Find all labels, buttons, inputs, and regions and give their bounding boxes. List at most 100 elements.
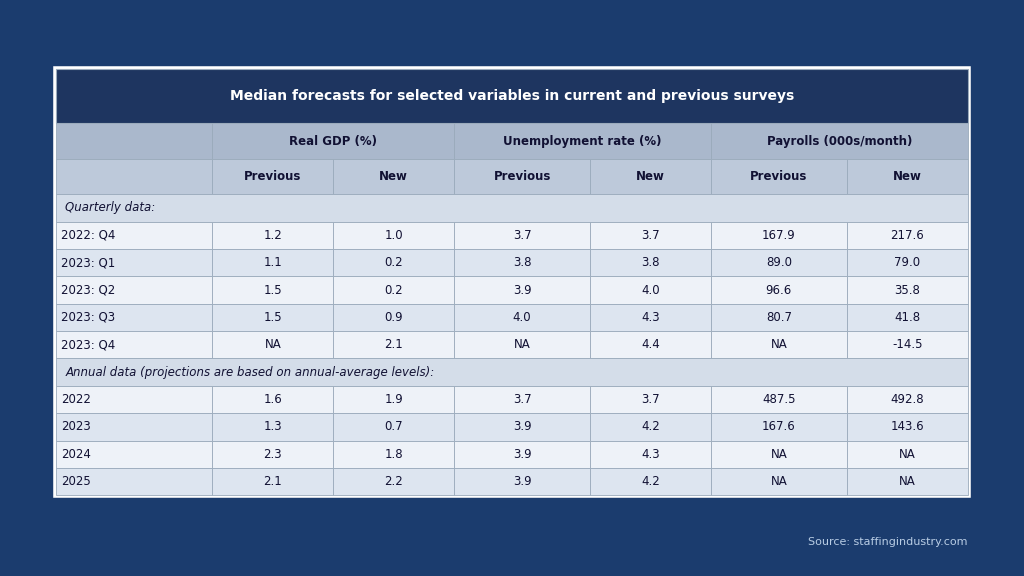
Bar bbox=[56, 69, 968, 123]
Text: Real GDP (%): Real GDP (%) bbox=[289, 135, 377, 147]
Bar bbox=[711, 413, 847, 441]
Text: 2.1: 2.1 bbox=[384, 338, 403, 351]
Bar bbox=[333, 413, 454, 441]
Text: 3.9: 3.9 bbox=[513, 420, 531, 433]
Text: 167.9: 167.9 bbox=[762, 229, 796, 242]
Bar bbox=[333, 159, 454, 194]
Bar bbox=[56, 358, 968, 386]
Text: NA: NA bbox=[770, 475, 787, 488]
Bar bbox=[454, 222, 590, 249]
Text: 2023: Q2: 2023: Q2 bbox=[61, 283, 116, 297]
Text: 2025: 2025 bbox=[61, 475, 91, 488]
Text: 492.8: 492.8 bbox=[891, 393, 924, 406]
Bar bbox=[212, 276, 333, 304]
Text: 1.8: 1.8 bbox=[384, 448, 403, 461]
Text: 3.7: 3.7 bbox=[641, 393, 659, 406]
Text: 1.6: 1.6 bbox=[263, 393, 283, 406]
Bar bbox=[212, 413, 333, 441]
Bar bbox=[333, 249, 454, 276]
Text: 217.6: 217.6 bbox=[891, 229, 924, 242]
Bar bbox=[333, 222, 454, 249]
Text: 2024: 2024 bbox=[61, 448, 91, 461]
Bar bbox=[56, 331, 212, 358]
Bar bbox=[333, 386, 454, 413]
Bar bbox=[847, 304, 968, 331]
Bar bbox=[454, 386, 590, 413]
Text: 3.8: 3.8 bbox=[513, 256, 531, 269]
Bar bbox=[590, 468, 711, 495]
Text: 1.0: 1.0 bbox=[384, 229, 403, 242]
Text: 143.6: 143.6 bbox=[891, 420, 924, 433]
Bar bbox=[711, 386, 847, 413]
Bar bbox=[711, 441, 847, 468]
Bar bbox=[847, 386, 968, 413]
Text: 3.7: 3.7 bbox=[513, 229, 531, 242]
Text: 4.2: 4.2 bbox=[641, 475, 659, 488]
Bar bbox=[454, 304, 590, 331]
Bar bbox=[711, 304, 847, 331]
Bar bbox=[590, 331, 711, 358]
Bar bbox=[56, 123, 212, 159]
Bar bbox=[56, 194, 968, 222]
Bar bbox=[56, 276, 212, 304]
Bar bbox=[333, 276, 454, 304]
Text: Previous: Previous bbox=[751, 170, 808, 183]
Bar bbox=[454, 276, 590, 304]
Text: Unemployment rate (%): Unemployment rate (%) bbox=[503, 135, 662, 147]
Text: NA: NA bbox=[899, 448, 915, 461]
Text: 4.2: 4.2 bbox=[641, 420, 659, 433]
Text: 96.6: 96.6 bbox=[766, 283, 792, 297]
Text: NA: NA bbox=[770, 338, 787, 351]
Bar bbox=[212, 249, 333, 276]
Text: New: New bbox=[893, 170, 922, 183]
Text: 4.0: 4.0 bbox=[641, 283, 659, 297]
Text: 4.0: 4.0 bbox=[513, 311, 531, 324]
Text: NA: NA bbox=[770, 448, 787, 461]
Bar bbox=[333, 441, 454, 468]
Bar bbox=[590, 159, 711, 194]
Bar bbox=[847, 331, 968, 358]
Text: NA: NA bbox=[514, 338, 530, 351]
Bar bbox=[847, 441, 968, 468]
Bar bbox=[454, 331, 590, 358]
Text: Previous: Previous bbox=[244, 170, 301, 183]
Text: 3.9: 3.9 bbox=[513, 448, 531, 461]
Text: 2.2: 2.2 bbox=[384, 475, 403, 488]
Bar bbox=[56, 468, 212, 495]
Bar bbox=[711, 468, 847, 495]
Text: 2.3: 2.3 bbox=[263, 448, 283, 461]
Text: -14.5: -14.5 bbox=[892, 338, 923, 351]
Text: 4.4: 4.4 bbox=[641, 338, 659, 351]
Text: 1.1: 1.1 bbox=[263, 256, 283, 269]
Bar bbox=[711, 249, 847, 276]
Bar bbox=[847, 413, 968, 441]
Text: 35.8: 35.8 bbox=[894, 283, 921, 297]
Bar bbox=[212, 331, 333, 358]
Text: 2022: Q4: 2022: Q4 bbox=[61, 229, 116, 242]
Text: 2023: Q3: 2023: Q3 bbox=[61, 311, 115, 324]
Text: 0.2: 0.2 bbox=[384, 283, 403, 297]
Bar bbox=[454, 159, 590, 194]
Bar bbox=[56, 159, 212, 194]
Bar bbox=[212, 304, 333, 331]
Text: 1.3: 1.3 bbox=[263, 420, 283, 433]
Bar bbox=[590, 276, 711, 304]
Text: 4.3: 4.3 bbox=[641, 448, 659, 461]
Bar bbox=[711, 276, 847, 304]
Bar bbox=[847, 249, 968, 276]
Text: NA: NA bbox=[899, 475, 915, 488]
Bar bbox=[711, 222, 847, 249]
Text: 2.1: 2.1 bbox=[263, 475, 283, 488]
Bar bbox=[212, 468, 333, 495]
Bar bbox=[454, 441, 590, 468]
Text: 2023: 2023 bbox=[61, 420, 91, 433]
Bar bbox=[454, 249, 590, 276]
Bar bbox=[847, 276, 968, 304]
Text: 89.0: 89.0 bbox=[766, 256, 792, 269]
Text: 79.0: 79.0 bbox=[894, 256, 921, 269]
Bar bbox=[847, 222, 968, 249]
Text: 1.5: 1.5 bbox=[263, 311, 283, 324]
Text: Quarterly data:: Quarterly data: bbox=[66, 202, 156, 214]
Bar bbox=[590, 413, 711, 441]
Bar bbox=[711, 331, 847, 358]
